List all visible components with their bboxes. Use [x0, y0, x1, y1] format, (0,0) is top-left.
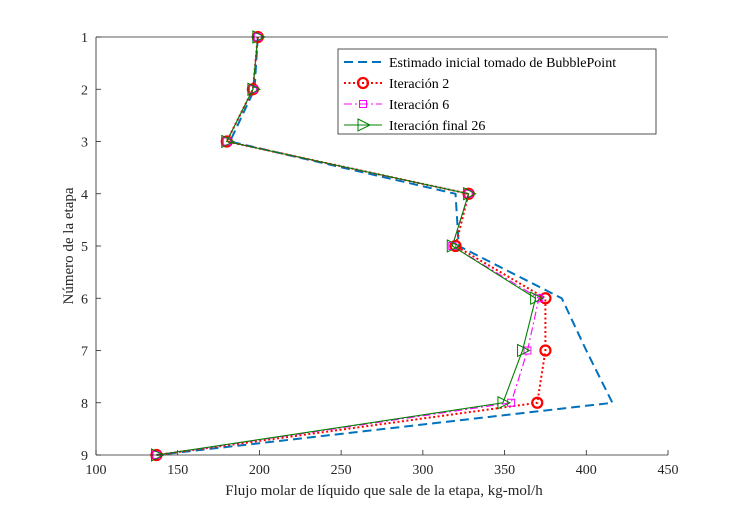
legend-label: Estimado inicial tomado de BubblePoint: [389, 56, 616, 71]
data-point: [531, 396, 544, 409]
x-axis-title: Flujo molar de líquido que sale de la et…: [225, 483, 543, 499]
series-4: [150, 30, 544, 462]
y-axis-title: Número de la etapa: [61, 187, 77, 304]
x-tick-label: 300: [412, 463, 433, 478]
data-point: [497, 395, 512, 410]
x-tick-label: 250: [331, 463, 352, 478]
y-tick-label: 6: [81, 292, 88, 307]
data-point: [517, 343, 531, 358]
legend-entry-3: Iteración 6: [344, 98, 449, 113]
y-tick-label: 9: [81, 449, 88, 464]
x-tick-label: 350: [494, 463, 515, 478]
y-tick-label: 2: [81, 83, 88, 98]
x-tick-label: 200: [249, 463, 270, 478]
data-point: [507, 398, 516, 407]
series-line: [156, 36, 537, 456]
legend-marker: [356, 76, 370, 90]
data-point: [247, 82, 262, 97]
data-point: [221, 134, 235, 149]
y-tick-label: 7: [81, 345, 88, 360]
data-point: [539, 292, 552, 305]
x-tick-label: 150: [167, 463, 188, 478]
series-line: [156, 36, 547, 456]
y-tick-label: 5: [81, 240, 88, 255]
y-tick-label: 1: [81, 31, 88, 46]
legend-marker: [357, 118, 372, 132]
y-tick-label: 8: [81, 397, 88, 412]
y-tick-label: 3: [81, 136, 88, 151]
data-point: [446, 239, 461, 253]
legend-entry-2: Iteración 2: [344, 76, 449, 92]
data-point: [449, 239, 462, 253]
legend: Estimado inicial tomado de BubblePoint It…: [337, 48, 657, 135]
data-point: [530, 291, 544, 306]
legend-label: Iteración 2: [389, 77, 449, 92]
data-point: [539, 344, 552, 357]
legend-label: Iteración 6: [389, 98, 449, 113]
data-point: [463, 186, 477, 201]
x-tick-label: 450: [658, 463, 679, 478]
legend-box: [337, 48, 657, 135]
y-tick-label: 4: [81, 188, 88, 203]
data-point: [523, 346, 532, 355]
axes: 100 150 200 250 300 350 400 450 1 2 3 4 5 6 7 8 9: [81, 31, 679, 478]
legend-marker: [359, 100, 367, 108]
legend-label: Iteración final 26: [389, 119, 485, 134]
legend-entry-1: Estimado inicial tomado de BubblePoint: [344, 56, 616, 71]
x-tick-label: 400: [576, 463, 597, 478]
x-tick-label: 100: [86, 463, 107, 478]
legend-entry-4: Iteración final 26: [344, 118, 485, 134]
